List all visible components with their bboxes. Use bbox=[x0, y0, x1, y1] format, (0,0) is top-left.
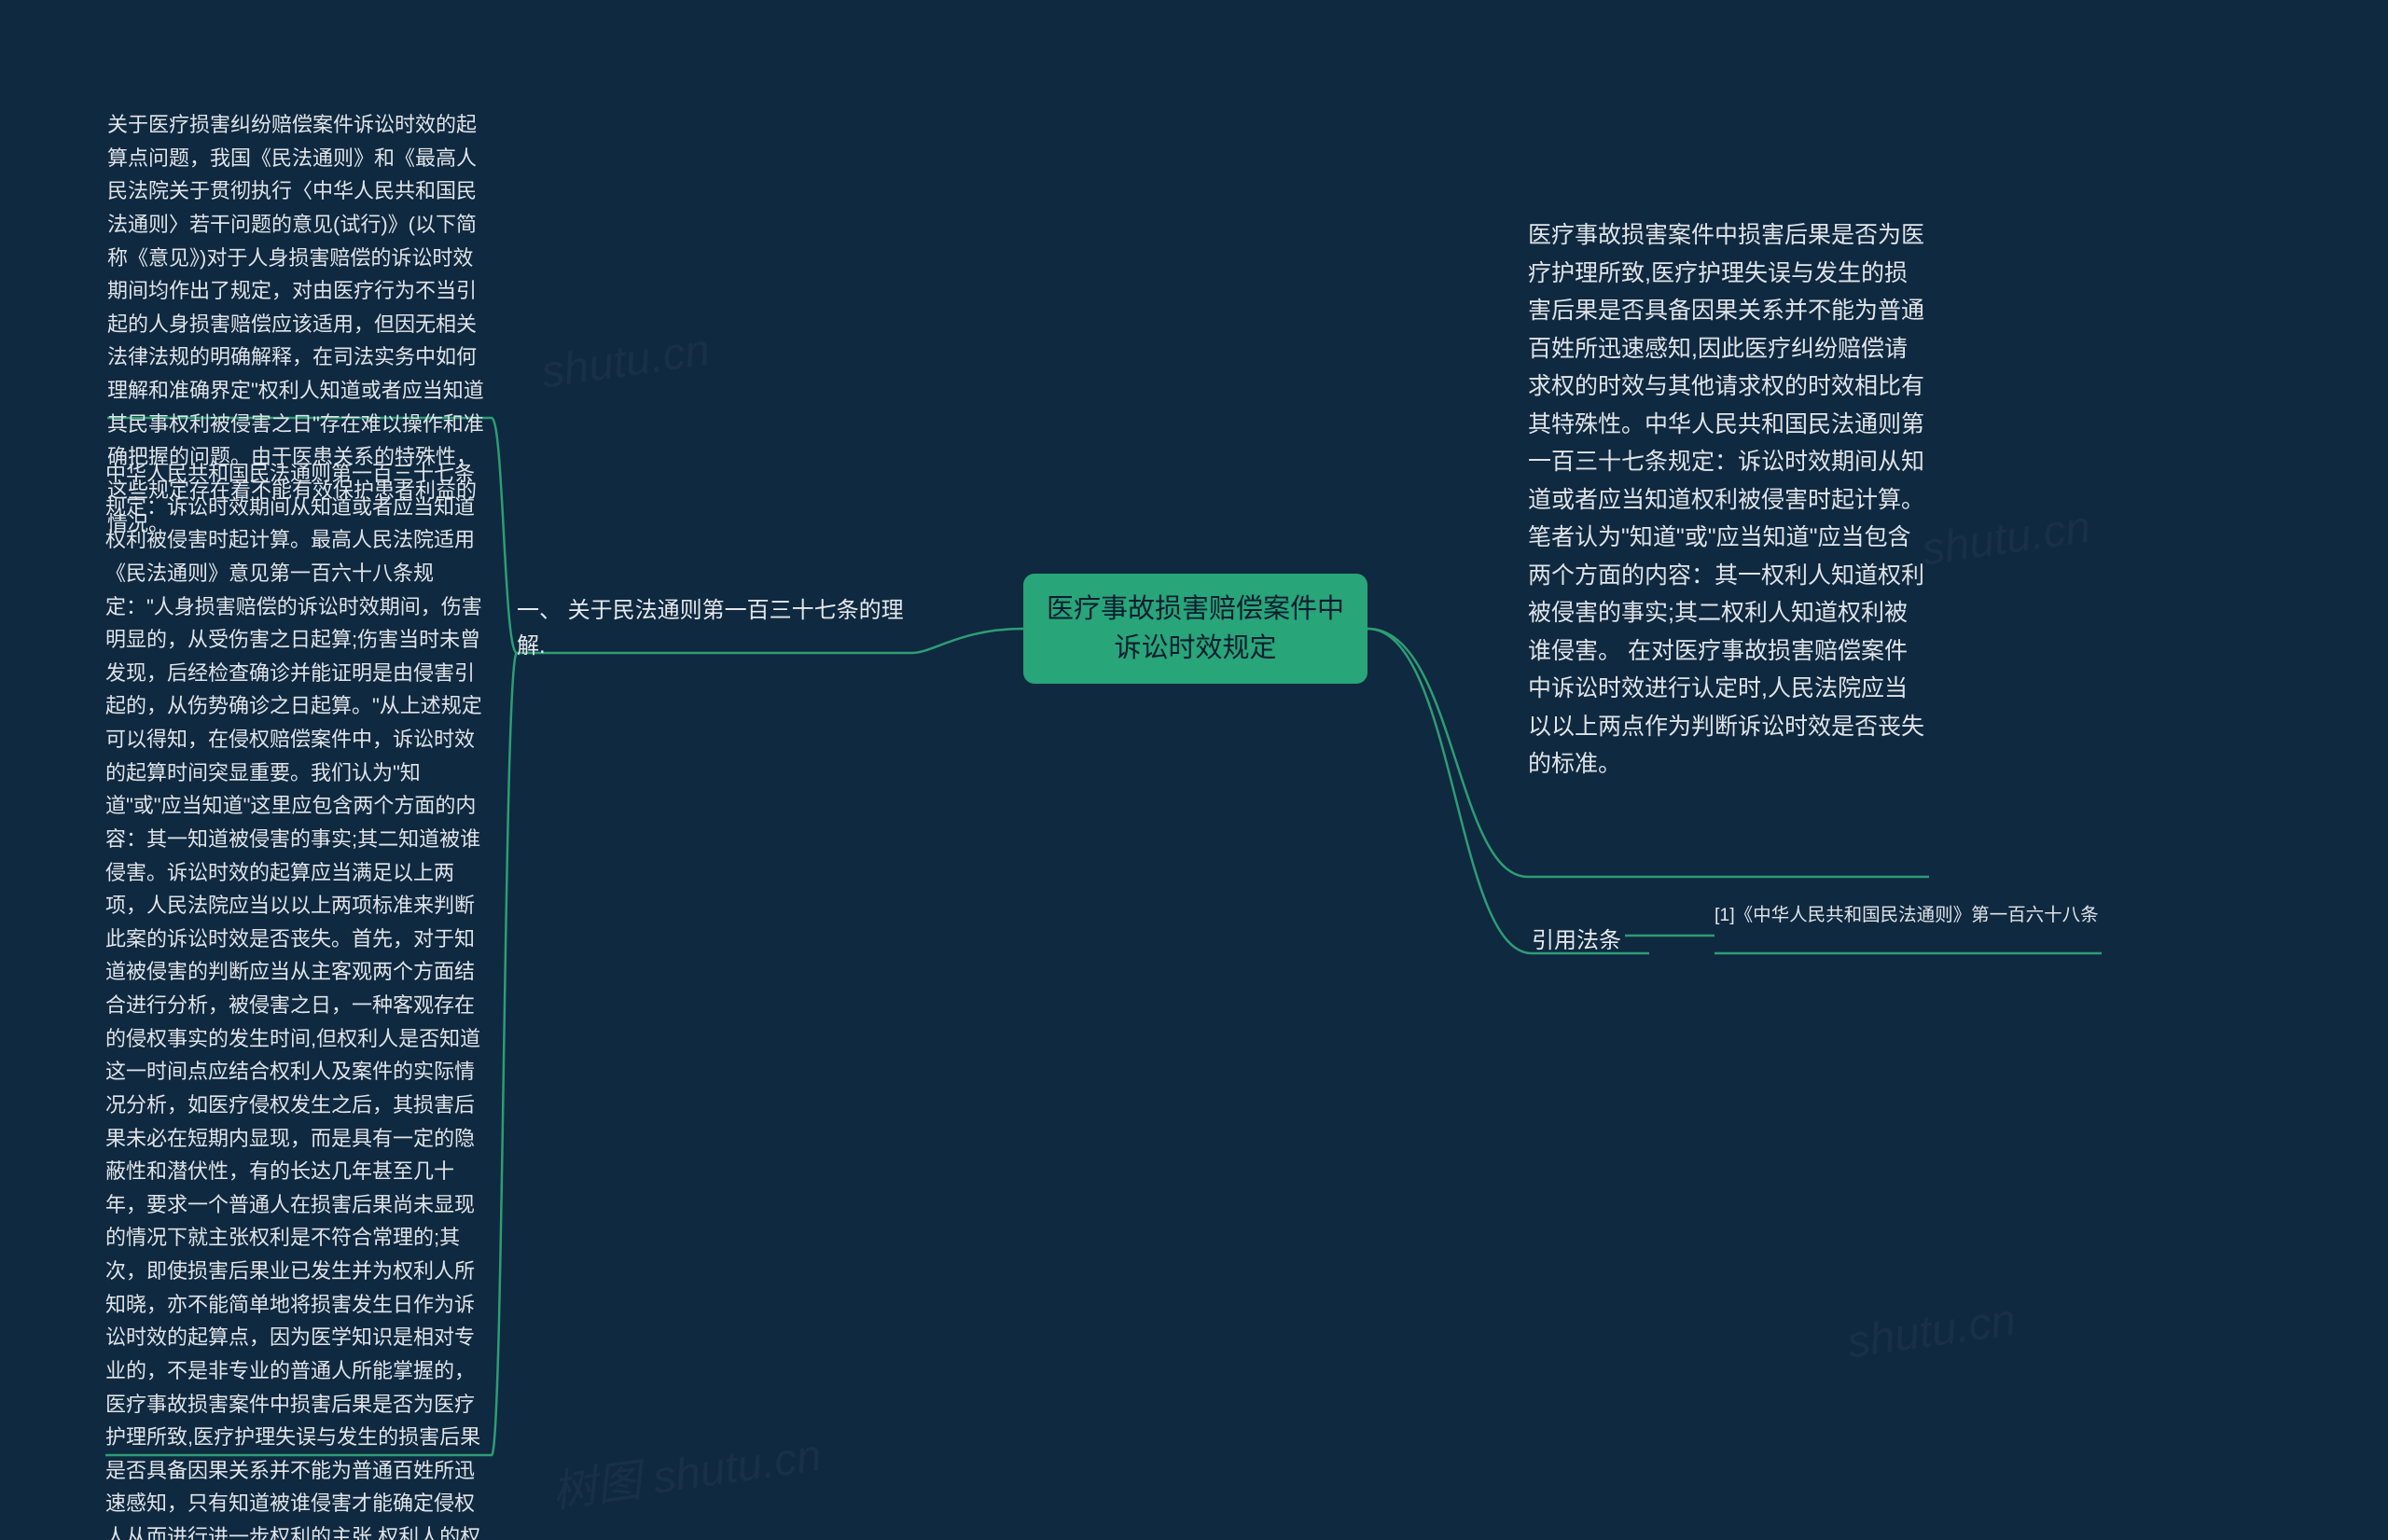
leaf-left-2[interactable]: 中华人民共和国民法通则第一百三十七条规定：诉讼时效期间从知道或者应当知道权利被侵… bbox=[105, 457, 493, 1540]
central-topic[interactable]: 医疗事故损害赔偿案件中诉讼时效规定 bbox=[1023, 574, 1368, 684]
leaf-right-main-text: 医疗事故损害案件中损害后果是否为医疗护理所致,医疗护理失误与发生的损害后果是否具… bbox=[1528, 222, 1924, 777]
leaf-left-2-text: 中华人民共和国民法通则第一百三十七条规定：诉讼时效期间从知道或者应当知道权利被侵… bbox=[105, 462, 482, 1540]
branch-right-cite-label-text: 引用法条 bbox=[1532, 928, 1621, 953]
leaf-right-main[interactable]: 医疗事故损害案件中损害后果是否为医疗护理所致,医疗护理失误与发生的损害后果是否具… bbox=[1528, 216, 1928, 784]
branch-left-label[interactable]: 一、 关于民法通则第一百三十七条的理解. bbox=[517, 593, 909, 665]
leaf-right-cite[interactable]: [1]《中华人民共和国民法通则》第一百六十八条 bbox=[1715, 901, 2102, 931]
central-topic-text: 医疗事故损害赔偿案件中诉讼时效规定 bbox=[1040, 590, 1351, 668]
branch-left-label-text: 一、 关于民法通则第一百三十七条的理解. bbox=[517, 598, 904, 659]
branch-right-cite-label[interactable]: 引用法条 bbox=[1532, 923, 1621, 959]
leaf-right-cite-text: [1]《中华人民共和国民法通则》第一百六十八条 bbox=[1715, 905, 2099, 925]
